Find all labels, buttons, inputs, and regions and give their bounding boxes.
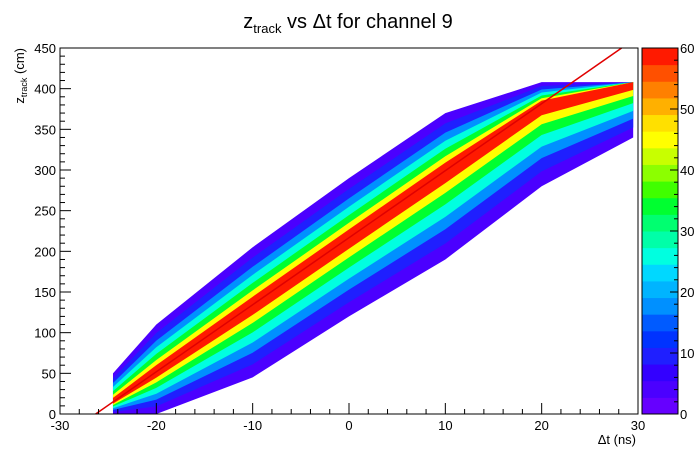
colorbar-tick-label: 20 [680, 285, 694, 300]
colorbar-swatch [642, 97, 678, 116]
colorbar-swatch [642, 81, 678, 99]
colorbar-swatch [642, 280, 678, 299]
heatmap-layer [112, 82, 634, 405]
colorbar-swatch [642, 231, 678, 249]
y-axis-title: ztrack (cm) [12, 48, 29, 104]
heatmap-band [112, 82, 634, 414]
colorbar: 0 10 20 30 40 50 60 [641, 41, 694, 422]
chart-title: ztrack vs Δt for channel 9 [243, 11, 452, 36]
y-tick-label: 300 [34, 163, 56, 178]
x-axis-title: Δt (ns) [598, 432, 636, 447]
y-axis: 0 50 100 150 200 250 300 350 400 450 [34, 41, 71, 422]
x-tick-label: -20 [147, 418, 166, 433]
colorbar-swatch [642, 247, 678, 265]
colorbar-tick-label: 0 [680, 407, 687, 422]
colorbar-swatch [642, 197, 678, 215]
heatmap-layer [112, 82, 634, 404]
x-tick-label: -10 [243, 418, 262, 433]
colorbar-swatch [642, 397, 678, 415]
y-tick-label: 350 [34, 122, 56, 137]
colorbar-swatch [642, 147, 678, 165]
y-tick-label: 200 [34, 244, 56, 259]
fit-line [95, 47, 623, 415]
y-tick-label: 400 [34, 82, 56, 97]
colorbar-swatch [642, 364, 678, 382]
colorbar-swatch [642, 380, 678, 398]
colorbar-swatch [642, 314, 678, 332]
colorbar-swatch [642, 347, 678, 365]
y-tick-label: 50 [42, 366, 56, 381]
colorbar-tick-label: 10 [680, 346, 694, 361]
y-tick-label: 250 [34, 204, 56, 219]
colorbar-swatch [642, 64, 678, 82]
x-axis: -30 -20 -10 0 10 20 30 [51, 403, 645, 433]
x-tick-label: 10 [438, 418, 452, 433]
colorbar-swatch [642, 164, 678, 182]
y-tick-label: 150 [34, 285, 56, 300]
x-tick-label: 0 [345, 418, 352, 433]
colorbar-tick-label: 60 [680, 41, 694, 56]
y-tick-label: 0 [49, 407, 56, 422]
y-tick-label: 450 [34, 41, 56, 56]
colorbar-tick-label: 30 [680, 224, 694, 239]
colorbar-tick-label: 50 [680, 102, 694, 117]
x-tick-label: 20 [534, 418, 548, 433]
colorbar-swatch [642, 114, 678, 132]
x-tick-label: 30 [631, 418, 645, 433]
colorbar-swatch [642, 48, 678, 66]
x-tick-label: -30 [51, 418, 70, 433]
y-tick-label: 100 [34, 326, 56, 341]
colorbar-swatch [642, 131, 678, 149]
colorbar-swatch [642, 181, 678, 199]
colorbar-swatch [642, 297, 678, 315]
colorbar-swatch [642, 330, 678, 348]
colorbar-swatch [642, 214, 678, 232]
colorbar-swatch [642, 264, 678, 282]
colorbar-tick-label: 40 [680, 163, 694, 178]
